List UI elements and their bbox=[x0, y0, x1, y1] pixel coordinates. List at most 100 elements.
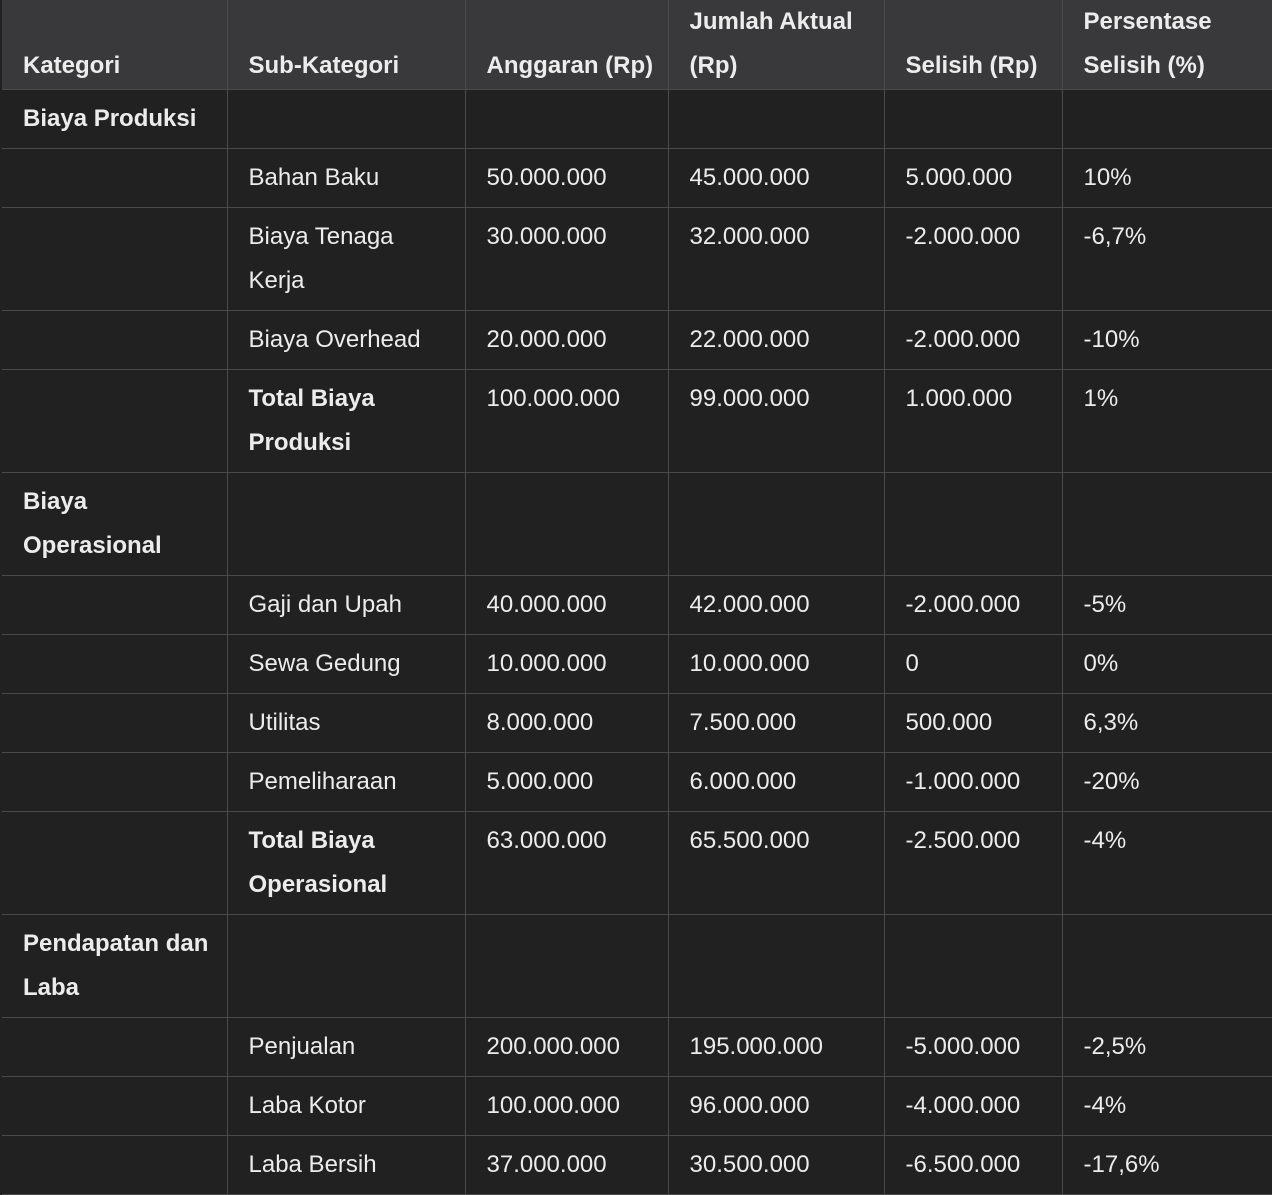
sub-category-cell bbox=[226, 472, 466, 576]
total-row: Total Biaya Operasional 63.000.000 65.500.… bbox=[2, 811, 1272, 915]
table-row: Gaji dan Upah 40.000.000 42.000.000 -2.000.… bbox=[2, 575, 1272, 635]
category-row: Biaya Produksi bbox=[2, 89, 1272, 149]
budget-cell: 10.000.000 bbox=[464, 634, 669, 694]
variance-percent-cell: -5% bbox=[1061, 575, 1272, 635]
actual-cell: 10.000.000 bbox=[667, 634, 885, 694]
variance-cell: -2.000.000 bbox=[883, 310, 1063, 370]
table-row: Pemeliharaan 5.000.000 6.000.000 -1.000.000… bbox=[2, 752, 1272, 812]
actual-cell: 42.000.000 bbox=[667, 575, 885, 635]
budget-cell: 63.000.000 bbox=[464, 811, 669, 915]
actual-cell bbox=[667, 914, 885, 1018]
budget-cell: 100.000.000 bbox=[464, 1076, 669, 1136]
actual-cell: 45.000.000 bbox=[667, 148, 885, 208]
category-cell bbox=[2, 148, 228, 208]
budget-cell: 200.000.000 bbox=[464, 1017, 669, 1077]
budget-cell: 40.000.000 bbox=[464, 575, 669, 635]
actual-cell: 65.500.000 bbox=[667, 811, 885, 915]
variance-cell: 5.000.000 bbox=[883, 148, 1063, 208]
variance-cell bbox=[883, 472, 1063, 576]
category-row: Pendapatan dan Laba bbox=[2, 914, 1272, 1018]
budget-cell: 50.000.000 bbox=[464, 148, 669, 208]
budget-cell: 5.000.000 bbox=[464, 752, 669, 812]
category-cell bbox=[2, 811, 228, 915]
actual-cell: 22.000.000 bbox=[667, 310, 885, 370]
sub-category-cell: Total Biaya Operasional bbox=[226, 811, 466, 915]
budget-cell bbox=[464, 914, 669, 1018]
actual-cell: 195.000.000 bbox=[667, 1017, 885, 1077]
variance-cell: -2.500.000 bbox=[883, 811, 1063, 915]
category-cell bbox=[2, 1017, 228, 1077]
table-row: Laba Bersih 37.000.000 30.500.000 -6.500.00… bbox=[2, 1135, 1272, 1195]
table-row: Penjualan 200.000.000 195.000.000 -5.000.00… bbox=[2, 1017, 1272, 1077]
actual-cell: 96.000.000 bbox=[667, 1076, 885, 1136]
category-cell bbox=[2, 1135, 228, 1195]
table-row: Biaya Overhead 20.000.000 22.000.000 -2.000… bbox=[2, 310, 1272, 370]
variance-percent-cell: 6,3% bbox=[1061, 693, 1272, 753]
budget-cell: 20.000.000 bbox=[464, 310, 669, 370]
sub-category-cell: Biaya Tenaga Kerja bbox=[226, 207, 466, 311]
sub-category-cell: Total Biaya Produksi bbox=[226, 369, 466, 473]
budget-cell: 30.000.000 bbox=[464, 207, 669, 311]
variance-cell: -4.000.000 bbox=[883, 1076, 1063, 1136]
category-cell: Biaya Operasional bbox=[2, 472, 228, 576]
category-cell bbox=[2, 575, 228, 635]
table-body: Biaya Produksi Bahan Baku 50.000.000 45.000… bbox=[2, 89, 1272, 1195]
budget-cell: 100.000.000 bbox=[464, 369, 669, 473]
variance-cell: 0 bbox=[883, 634, 1063, 694]
sub-category-cell: Pemeliharaan bbox=[226, 752, 466, 812]
variance-percent-cell bbox=[1061, 472, 1272, 576]
variance-percent-cell bbox=[1061, 89, 1272, 149]
variance-cell bbox=[883, 89, 1063, 149]
header-sub-kategori: Sub-Kategori bbox=[226, 0, 466, 90]
table-row: Utilitas 8.000.000 7.500.000 500.000 6,3% bbox=[2, 693, 1272, 753]
category-cell bbox=[2, 207, 228, 311]
sub-category-cell: Utilitas bbox=[226, 693, 466, 753]
sub-category-cell: Penjualan bbox=[226, 1017, 466, 1077]
actual-cell: 7.500.000 bbox=[667, 693, 885, 753]
sub-category-cell: Bahan Baku bbox=[226, 148, 466, 208]
category-cell bbox=[2, 752, 228, 812]
header-selisih: Selisih (Rp) bbox=[883, 0, 1063, 90]
variance-percent-cell: -17,6% bbox=[1061, 1135, 1272, 1195]
sub-category-cell: Biaya Overhead bbox=[226, 310, 466, 370]
variance-percent-cell: 1% bbox=[1061, 369, 1272, 473]
variance-cell: -1.000.000 bbox=[883, 752, 1063, 812]
category-cell bbox=[2, 310, 228, 370]
table-row: Biaya Tenaga Kerja 30.000.000 32.000.000 -2… bbox=[2, 207, 1272, 311]
budget-cell: 8.000.000 bbox=[464, 693, 669, 753]
header-persentase-selisih: Persentase Selisih (%) bbox=[1061, 0, 1272, 90]
budget-cell: 37.000.000 bbox=[464, 1135, 669, 1195]
variance-percent-cell: -20% bbox=[1061, 752, 1272, 812]
category-cell: Biaya Produksi bbox=[2, 89, 228, 149]
sub-category-cell: Laba Kotor bbox=[226, 1076, 466, 1136]
header-row: Kategori Sub-Kategori Anggaran (Rp) Juml… bbox=[2, 0, 1272, 90]
variance-cell bbox=[883, 914, 1063, 1018]
sub-category-cell bbox=[226, 89, 466, 149]
header-jumlah-aktual: Jumlah Aktual (Rp) bbox=[667, 0, 885, 90]
variance-percent-cell: -10% bbox=[1061, 310, 1272, 370]
actual-cell: 30.500.000 bbox=[667, 1135, 885, 1195]
variance-percent-cell: -2,5% bbox=[1061, 1017, 1272, 1077]
variance-percent-cell bbox=[1061, 914, 1272, 1018]
category-cell bbox=[2, 369, 228, 473]
variance-percent-cell: 10% bbox=[1061, 148, 1272, 208]
category-cell bbox=[2, 693, 228, 753]
variance-cell: -6.500.000 bbox=[883, 1135, 1063, 1195]
total-row: Total Biaya Produksi 100.000.000 99.000.00… bbox=[2, 369, 1272, 473]
actual-cell: 32.000.000 bbox=[667, 207, 885, 311]
variance-cell: -2.000.000 bbox=[883, 575, 1063, 635]
variance-percent-cell: -4% bbox=[1061, 811, 1272, 915]
table-row: Laba Kotor 100.000.000 96.000.000 -4.000.00… bbox=[2, 1076, 1272, 1136]
header-anggaran: Anggaran (Rp) bbox=[464, 0, 669, 90]
category-cell bbox=[2, 634, 228, 694]
sub-category-cell: Gaji dan Upah bbox=[226, 575, 466, 635]
sub-category-cell: Laba Bersih bbox=[226, 1135, 466, 1195]
table-header: Kategori Sub-Kategori Anggaran (Rp) Juml… bbox=[2, 0, 1272, 90]
variance-cell: 500.000 bbox=[883, 693, 1063, 753]
category-cell bbox=[2, 1076, 228, 1136]
actual-cell bbox=[667, 472, 885, 576]
table-row: Sewa Gedung 10.000.000 10.000.000 0 0% bbox=[2, 634, 1272, 694]
variance-percent-cell: -6,7% bbox=[1061, 207, 1272, 311]
variance-cell: 1.000.000 bbox=[883, 369, 1063, 473]
